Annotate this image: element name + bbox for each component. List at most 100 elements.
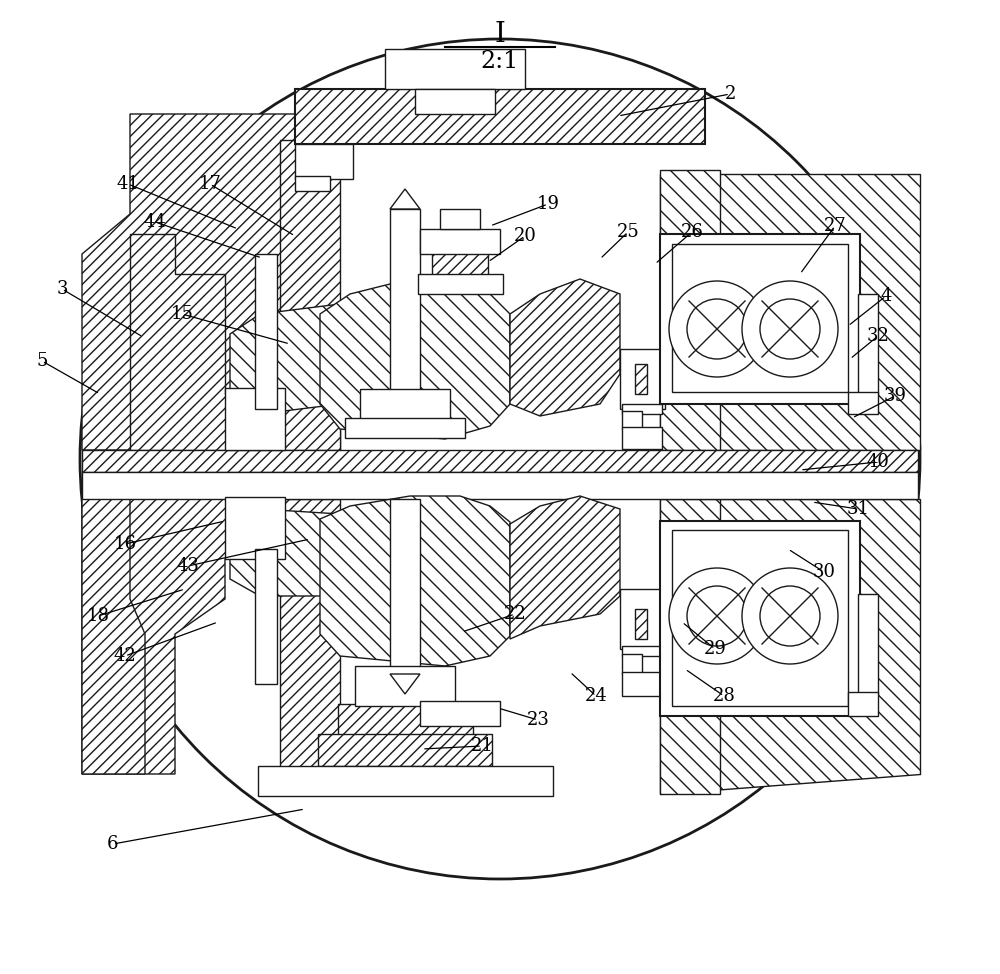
- Polygon shape: [130, 234, 340, 450]
- Text: 30: 30: [812, 563, 836, 581]
- Polygon shape: [82, 114, 340, 450]
- Bar: [318, 734, 492, 766]
- Bar: [225, 388, 285, 450]
- Bar: [82, 472, 918, 499]
- Bar: [415, 89, 495, 114]
- Text: 27: 27: [824, 217, 846, 235]
- Text: I: I: [495, 20, 505, 48]
- Text: 16: 16: [114, 535, 136, 553]
- Bar: [255, 254, 277, 409]
- Text: 43: 43: [177, 557, 199, 575]
- Bar: [355, 666, 455, 706]
- Bar: [420, 701, 500, 726]
- Text: 6: 6: [107, 835, 119, 853]
- Text: 2:1: 2:1: [481, 51, 519, 73]
- Bar: [622, 411, 642, 429]
- Text: 42: 42: [114, 647, 136, 665]
- Bar: [670, 527, 850, 710]
- Text: 31: 31: [846, 500, 870, 518]
- Text: 32: 32: [867, 327, 889, 345]
- Bar: [625, 597, 660, 639]
- Bar: [660, 170, 720, 450]
- Polygon shape: [230, 509, 360, 596]
- Circle shape: [760, 586, 820, 646]
- Polygon shape: [510, 496, 620, 639]
- Bar: [225, 497, 285, 559]
- Circle shape: [687, 586, 747, 646]
- Bar: [848, 692, 878, 716]
- Bar: [635, 364, 647, 394]
- Bar: [672, 530, 848, 706]
- Text: 26: 26: [681, 223, 703, 241]
- Polygon shape: [82, 499, 340, 774]
- Bar: [670, 241, 850, 396]
- Text: 15: 15: [171, 305, 193, 323]
- Bar: [672, 244, 848, 392]
- Text: 20: 20: [514, 227, 536, 245]
- Text: 24: 24: [585, 687, 607, 705]
- Bar: [390, 209, 420, 394]
- Polygon shape: [390, 674, 420, 694]
- Bar: [625, 354, 660, 394]
- Bar: [258, 766, 553, 796]
- Bar: [440, 209, 480, 229]
- Polygon shape: [320, 496, 510, 666]
- Bar: [622, 654, 642, 674]
- Bar: [82, 450, 918, 472]
- Polygon shape: [660, 499, 920, 794]
- Text: 28: 28: [713, 687, 735, 705]
- Circle shape: [760, 299, 820, 359]
- Polygon shape: [230, 304, 360, 414]
- Text: 40: 40: [867, 453, 889, 471]
- Polygon shape: [320, 279, 510, 439]
- Bar: [660, 499, 720, 794]
- Text: 44: 44: [144, 213, 166, 231]
- Text: 17: 17: [199, 175, 221, 193]
- Bar: [858, 594, 878, 694]
- Bar: [295, 176, 330, 191]
- Bar: [635, 609, 647, 639]
- Bar: [620, 589, 665, 649]
- Circle shape: [742, 281, 838, 377]
- Bar: [622, 404, 662, 414]
- Bar: [858, 294, 878, 394]
- Bar: [660, 234, 860, 404]
- Circle shape: [742, 568, 838, 664]
- Text: 23: 23: [527, 711, 549, 729]
- Text: 2: 2: [724, 85, 736, 103]
- Text: 3: 3: [56, 280, 68, 298]
- Circle shape: [80, 39, 920, 879]
- Bar: [660, 521, 860, 716]
- Bar: [295, 144, 353, 179]
- Bar: [338, 704, 473, 736]
- Text: 41: 41: [117, 175, 139, 193]
- Bar: [622, 427, 662, 449]
- Bar: [622, 672, 662, 696]
- Bar: [360, 389, 450, 419]
- Text: 22: 22: [504, 605, 526, 623]
- Bar: [295, 89, 705, 144]
- Bar: [418, 274, 503, 294]
- Bar: [848, 392, 878, 414]
- Text: 21: 21: [471, 737, 493, 755]
- Circle shape: [669, 568, 765, 664]
- Bar: [280, 140, 340, 450]
- Bar: [345, 418, 465, 438]
- Text: 19: 19: [536, 195, 560, 213]
- Text: 29: 29: [704, 640, 726, 658]
- Circle shape: [687, 299, 747, 359]
- Polygon shape: [82, 499, 145, 774]
- Polygon shape: [390, 189, 420, 209]
- Bar: [255, 549, 277, 684]
- Bar: [390, 499, 420, 674]
- Text: 4: 4: [880, 287, 892, 305]
- Bar: [280, 499, 340, 794]
- Bar: [620, 349, 665, 409]
- Text: 39: 39: [884, 387, 906, 405]
- Text: 5: 5: [36, 352, 48, 370]
- Bar: [385, 49, 525, 89]
- Circle shape: [669, 281, 765, 377]
- Polygon shape: [510, 279, 620, 416]
- Bar: [420, 229, 500, 254]
- Bar: [432, 253, 488, 276]
